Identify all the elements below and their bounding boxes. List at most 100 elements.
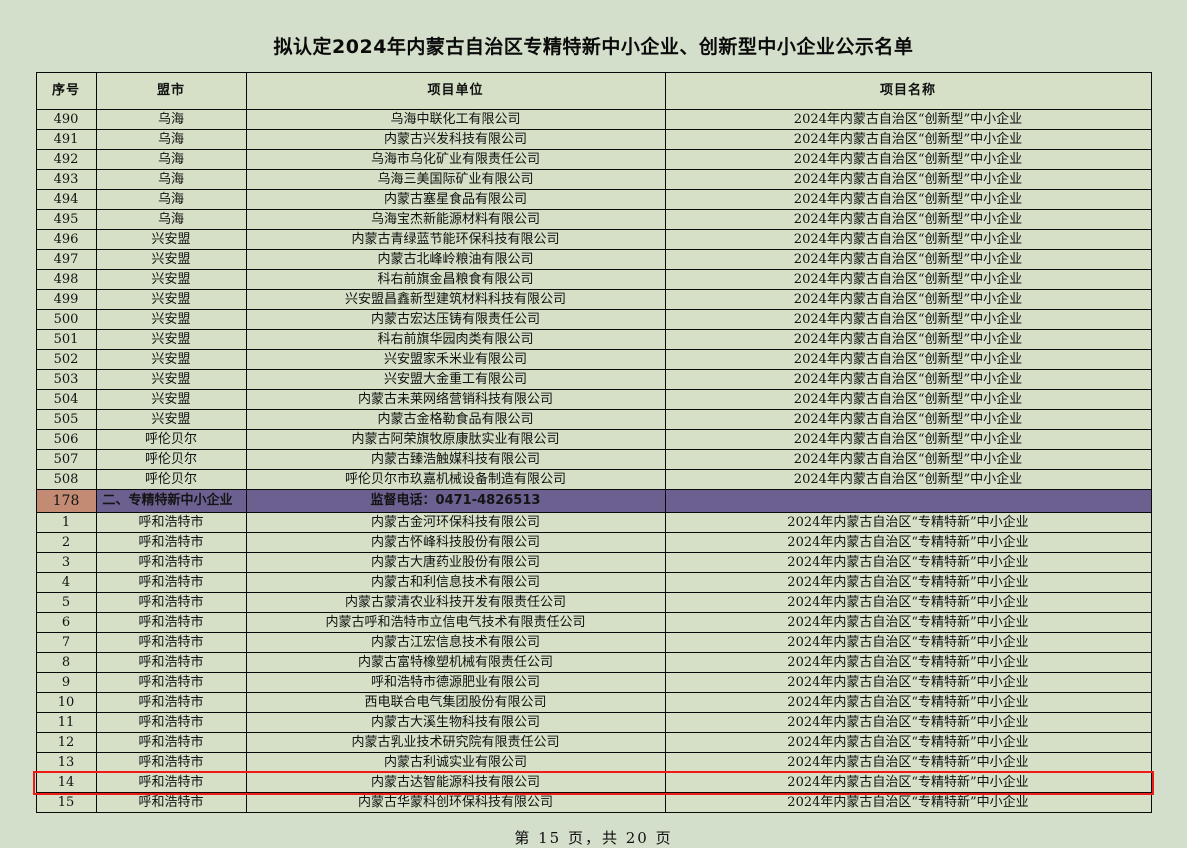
row-seq: 11: [35, 712, 97, 733]
row-unit: 乌海三美国际矿业有限公司: [245, 169, 666, 190]
row-unit: 内蒙古臻浩触媒科技有限公司: [245, 449, 666, 470]
row-name: 2024年内蒙古自治区“专精特新”中小企业: [664, 692, 1152, 713]
row-unit: 内蒙古阿荣旗牧原康肽实业有限公司: [245, 429, 666, 450]
row-seq: 5: [35, 592, 97, 613]
row-seq: 497: [35, 249, 97, 270]
table-row: 493 乌海 乌海三美国际矿业有限公司 2024年内蒙古自治区“创新型”中小企业: [35, 169, 1152, 190]
row-name: 2024年内蒙古自治区“创新型”中小企业: [664, 249, 1152, 270]
row-name: 2024年内蒙古自治区“创新型”中小企业: [664, 469, 1152, 490]
row-city: 呼和浩特市: [95, 732, 247, 753]
row-city: 呼和浩特市: [95, 612, 247, 633]
table-row: 3 呼和浩特市 内蒙古大唐药业股份有限公司 2024年内蒙古自治区“专精特新”中小企业: [35, 552, 1152, 573]
row-name: 2024年内蒙古自治区“创新型”中小企业: [664, 129, 1152, 150]
row-seq: 490: [35, 109, 97, 130]
page-title: 拟认定2024年内蒙古自治区专精特新中小企业、创新型中小企业公示名单: [273, 36, 914, 58]
row-unit: 内蒙古利诚实业有限公司: [245, 752, 666, 773]
row-seq: 1: [35, 512, 97, 533]
row-unit: 内蒙古塞星食品有限公司: [245, 189, 666, 210]
table-row: 504 兴安盟 内蒙古未莱网络营销科技有限公司 2024年内蒙古自治区“创新型”中小企…: [35, 389, 1152, 410]
row-name: 2024年内蒙古自治区“专精特新”中小企业: [664, 512, 1152, 533]
row-seq: 6: [35, 612, 97, 633]
row-unit: 西电联合电气集团股份有限公司: [245, 692, 666, 713]
row-name: 2024年内蒙古自治区“创新型”中小企业: [664, 169, 1152, 190]
table-header-row: 序号 盟市 项目单位 项目名称: [35, 72, 1152, 110]
row-city: 乌海: [95, 209, 247, 230]
row-city: 呼和浩特市: [95, 792, 247, 813]
row-unit: 监督电话：0471-4826513: [245, 489, 666, 513]
row-city: 二、专精特新中小企业: [95, 489, 247, 513]
row-seq: 13: [35, 752, 97, 773]
row-city: 呼和浩特市: [95, 672, 247, 693]
row-city: 兴安盟: [95, 349, 247, 370]
row-seq: 4: [35, 572, 97, 593]
row-unit: 内蒙古大唐药业股份有限公司: [245, 552, 666, 573]
row-name: 2024年内蒙古自治区“专精特新”中小企业: [664, 772, 1152, 793]
table-row: 500 兴安盟 内蒙古宏达压铸有限责任公司 2024年内蒙古自治区“创新型”中小企业: [35, 309, 1152, 330]
row-city: 呼和浩特市: [95, 712, 247, 733]
row-name: 2024年内蒙古自治区“创新型”中小企业: [664, 189, 1152, 210]
row-seq: 504: [35, 389, 97, 410]
row-seq: 3: [35, 552, 97, 573]
row-city: 呼和浩特市: [95, 772, 247, 793]
row-name: 2024年内蒙古自治区“创新型”中小企业: [664, 349, 1152, 370]
row-city: 呼和浩特市: [95, 552, 247, 573]
table-row: 508 呼伦贝尔 呼伦贝尔市玖嘉机械设备制造有限公司 2024年内蒙古自治区“创新型”…: [35, 469, 1152, 490]
table-row: 507 呼伦贝尔 内蒙古臻浩触媒科技有限公司 2024年内蒙古自治区“创新型”中小企业: [35, 449, 1152, 470]
row-seq: 7: [35, 632, 97, 653]
row-unit: 内蒙古蒙清农业科技开发有限责任公司: [245, 592, 666, 613]
row-name: 2024年内蒙古自治区“专精特新”中小企业: [664, 672, 1152, 693]
row-unit: 内蒙古呼和浩特市立信电气技术有限责任公司: [245, 612, 666, 633]
row-seq: 8: [35, 652, 97, 673]
table-row: 491 乌海 内蒙古兴发科技有限公司 2024年内蒙古自治区“创新型”中小企业: [35, 129, 1152, 150]
table-row: 11 呼和浩特市 内蒙古大溪生物科技有限公司 2024年内蒙古自治区“专精特新”中小企…: [35, 712, 1152, 733]
table-row: 506 呼伦贝尔 内蒙古阿荣旗牧原康肽实业有限公司 2024年内蒙古自治区“创新型”中…: [35, 429, 1152, 450]
table-row: 499 兴安盟 兴安盟昌鑫新型建筑材料科技有限公司 2024年内蒙古自治区“创新型”中…: [35, 289, 1152, 310]
row-unit: 内蒙古怀峰科技股份有限公司: [245, 532, 666, 553]
row-city: 兴安盟: [95, 289, 247, 310]
table-row: 503 兴安盟 兴安盟大金重工有限公司 2024年内蒙古自治区“创新型”中小企业: [35, 369, 1152, 390]
row-seq: 499: [35, 289, 97, 310]
row-unit: 呼和浩特市德源肥业有限公司: [245, 672, 666, 693]
table-row: 7 呼和浩特市 内蒙古江宏信息技术有限公司 2024年内蒙古自治区“专精特新”中小企业: [35, 632, 1152, 653]
table-row: 498 兴安盟 科右前旗金昌粮食有限公司 2024年内蒙古自治区“创新型”中小企业: [35, 269, 1152, 290]
row-city: 兴安盟: [95, 389, 247, 410]
table-row: 502 兴安盟 兴安盟家禾米业有限公司 2024年内蒙古自治区“创新型”中小企业: [35, 349, 1152, 370]
enterprise-listing-table: 序号 盟市 项目单位 项目名称 490 乌海 乌海中联化工有限公司 2024年内蒙古自…: [35, 72, 1152, 813]
row-seq: 14: [35, 772, 97, 793]
table-row: 4 呼和浩特市 内蒙古和利信息技术有限公司 2024年内蒙古自治区“专精特新”中小企业: [35, 572, 1152, 593]
row-unit: 内蒙古和利信息技术有限公司: [245, 572, 666, 593]
row-unit: 内蒙古未莱网络营销科技有限公司: [245, 389, 666, 410]
row-unit: 内蒙古江宏信息技术有限公司: [245, 632, 666, 653]
row-name: 2024年内蒙古自治区“创新型”中小企业: [664, 329, 1152, 350]
row-city: 乌海: [95, 169, 247, 190]
row-city: 呼和浩特市: [95, 752, 247, 773]
table-row: 495 乌海 乌海宝杰新能源材料有限公司 2024年内蒙古自治区“创新型”中小企业: [35, 209, 1152, 230]
row-city: 呼伦贝尔: [95, 429, 247, 450]
row-city: 呼和浩特市: [95, 572, 247, 593]
row-unit: 乌海宝杰新能源材料有限公司: [245, 209, 666, 230]
table-row: 9 呼和浩特市 呼和浩特市德源肥业有限公司 2024年内蒙古自治区“专精特新”中小企业: [35, 672, 1152, 693]
row-name: 2024年内蒙古自治区“创新型”中小企业: [664, 389, 1152, 410]
table-row: 8 呼和浩特市 内蒙古富特橡塑机械有限责任公司 2024年内蒙古自治区“专精特新”中小…: [35, 652, 1152, 673]
row-name: 2024年内蒙古自治区“专精特新”中小企业: [664, 732, 1152, 753]
row-unit: 内蒙古达智能源科技有限公司: [245, 772, 666, 793]
row-name: 2024年内蒙古自治区“专精特新”中小企业: [664, 632, 1152, 653]
row-seq: 9: [35, 672, 97, 693]
row-name: 2024年内蒙古自治区“专精特新”中小企业: [664, 712, 1152, 733]
row-seq: 502: [35, 349, 97, 370]
row-unit: 内蒙古华蒙科创环保科技有限公司: [245, 792, 666, 813]
row-city: 呼伦贝尔: [95, 449, 247, 470]
row-city: 兴安盟: [95, 249, 247, 270]
row-city: 呼和浩特市: [95, 512, 247, 533]
row-unit: 科右前旗华园肉类有限公司: [245, 329, 666, 350]
row-name: 2024年内蒙古自治区“创新型”中小企业: [664, 309, 1152, 330]
document-page: 拟认定2024年内蒙古自治区专精特新中小企业、创新型中小企业公示名单 序号 盟市…: [33, 36, 1154, 847]
row-name: 2024年内蒙古自治区“创新型”中小企业: [664, 449, 1152, 470]
row-city: 乌海: [95, 149, 247, 170]
row-name: 2024年内蒙古自治区“创新型”中小企业: [664, 209, 1152, 230]
row-city: 呼和浩特市: [95, 632, 247, 653]
row-city: 呼伦贝尔: [95, 469, 247, 490]
table-row: 501 兴安盟 科右前旗华园肉类有限公司 2024年内蒙古自治区“创新型”中小企业: [35, 329, 1152, 350]
row-name: 2024年内蒙古自治区“创新型”中小企业: [664, 409, 1152, 430]
section-divider-row: 178 二、专精特新中小企业 监督电话：0471-4826513: [35, 489, 1152, 513]
